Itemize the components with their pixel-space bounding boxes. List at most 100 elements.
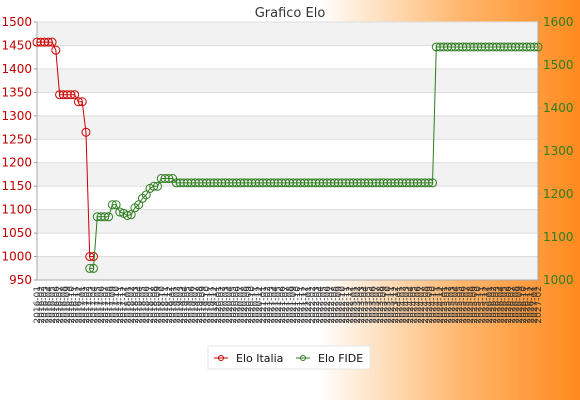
data-point bbox=[533, 42, 543, 52]
x-tick-label: 2017-05 bbox=[93, 286, 103, 324]
x-tick-label: 2018-03 bbox=[131, 286, 141, 324]
x-tick-label: 2024-09 bbox=[425, 286, 435, 324]
y-left-tick-label: 1150 bbox=[1, 179, 32, 193]
x-tick-label: 2020-04 bbox=[225, 286, 235, 324]
x-tick-label: 2016-09 bbox=[63, 286, 73, 324]
x-tick-label: 2025-09 bbox=[470, 286, 480, 324]
x-tick-label: 2026-10 bbox=[519, 286, 529, 324]
legend-marker bbox=[218, 355, 224, 361]
y-left-tick-label: 950 bbox=[9, 273, 32, 287]
data-point bbox=[100, 212, 110, 222]
y-right-tick-label: 1200 bbox=[543, 187, 574, 201]
y-left-tick-label: 1300 bbox=[1, 109, 32, 123]
x-tick-label: 2020-02 bbox=[218, 286, 228, 324]
x-tick-label: 2020-01 bbox=[214, 286, 224, 324]
x-tick-label: 2020-12 bbox=[255, 286, 265, 324]
x-tick-label: 2021-03 bbox=[267, 286, 277, 324]
x-tick-label: 2026-05 bbox=[500, 286, 510, 324]
x-tick-label: 2021-06 bbox=[278, 286, 288, 324]
y-right-tick-label: 1600 bbox=[543, 15, 574, 29]
x-tick-label: 2017-10 bbox=[112, 286, 122, 324]
data-point bbox=[81, 127, 91, 137]
x-tick-label: 2019-11 bbox=[206, 286, 216, 324]
y-right-tick-label: 1100 bbox=[543, 230, 574, 244]
x-tick-label: 2026-09 bbox=[515, 286, 525, 324]
x-tick-label: 2018-08 bbox=[150, 286, 160, 324]
plot-area bbox=[37, 22, 538, 280]
x-tick-label: 2020-08 bbox=[240, 286, 250, 324]
x-tick-label: 2018-09 bbox=[154, 286, 164, 324]
y-left-tick-label: 1100 bbox=[1, 203, 32, 217]
x-tick-label: 2022-12 bbox=[346, 286, 356, 324]
plot-band bbox=[37, 115, 538, 140]
x-tick-label: 2019-07 bbox=[191, 286, 201, 324]
x-tick-label: 2021-09 bbox=[289, 286, 299, 324]
x-tick-label: 2022-07 bbox=[327, 286, 337, 324]
y-axis-left: 950 1000 1050 1100 1150 1200 1250 1300 1350 1400 1… bbox=[1, 15, 538, 287]
x-tick-label: 2021-02 bbox=[263, 286, 273, 324]
data-point bbox=[126, 210, 136, 220]
x-tick-label: 2019-09 bbox=[199, 286, 209, 324]
x-tick-label: 2019-05 bbox=[184, 286, 194, 324]
legend: Elo Italia Elo FIDE bbox=[207, 345, 371, 370]
x-tick-label: 2020-07 bbox=[236, 286, 246, 324]
x-tick-label: 2024-02 bbox=[398, 286, 408, 324]
x-tick-label: 2019-03 bbox=[176, 286, 186, 324]
x-tick-label: 2024-03 bbox=[402, 286, 412, 324]
x-tick-label: 2017-11 bbox=[116, 286, 126, 324]
x-tick-label: 2018-04 bbox=[135, 286, 145, 324]
x-tick-label: 2019-02 bbox=[172, 286, 182, 324]
x-tick-label: 2023-03 bbox=[357, 286, 367, 324]
x-tick-label: 2026-07 bbox=[508, 286, 518, 324]
y-left-tick-label: 1450 bbox=[1, 38, 32, 52]
x-tick-label: 2021-10 bbox=[293, 286, 303, 324]
y-right-tick-label: 1500 bbox=[543, 58, 574, 72]
x-tick-label: 2016-06 bbox=[52, 286, 62, 324]
x-tick-label: 2022-06 bbox=[323, 286, 333, 324]
x-tick-label: 2018-11 bbox=[161, 286, 171, 324]
x-tick-label: 2019-04 bbox=[180, 286, 190, 324]
x-tick-label: 2022-08 bbox=[331, 286, 341, 324]
x-tick-label: 2023-05 bbox=[364, 286, 374, 324]
y-axis-right: 1000 1100 1200 1300 1400 1500 1600 bbox=[537, 15, 574, 287]
y-left-tick-label: 1350 bbox=[1, 85, 32, 99]
x-tick-label: 2025-11 bbox=[477, 286, 487, 324]
chart-title: Grafico Elo bbox=[255, 6, 326, 21]
series-layer bbox=[32, 37, 543, 273]
x-tick-label: 2025-04 bbox=[451, 286, 461, 324]
x-tick-label: 2023-12 bbox=[391, 286, 401, 324]
x-tick-label: 2016-07 bbox=[56, 286, 66, 324]
y-left-tick-label: 1000 bbox=[1, 250, 32, 264]
x-tick-label: 2023-08 bbox=[376, 286, 386, 324]
data-point bbox=[428, 178, 438, 188]
data-point bbox=[89, 263, 99, 273]
y-right-tick-label: 1300 bbox=[543, 144, 574, 158]
plot-band bbox=[37, 256, 538, 280]
x-tick-label: 2022-09 bbox=[334, 286, 344, 324]
x-tick-label: 2019-10 bbox=[203, 286, 213, 324]
x-tick-label: 2025-01 bbox=[440, 286, 450, 324]
x-tick-label: 2018-02 bbox=[127, 286, 137, 324]
series-line-elo-italia bbox=[37, 41, 94, 258]
x-tick-label: 2024-05 bbox=[410, 286, 420, 324]
plot-background bbox=[37, 22, 538, 280]
x-tick-label: 2022-03 bbox=[312, 286, 322, 324]
x-tick-label: 2017-02 bbox=[82, 286, 92, 324]
x-tick-label: 2018-07 bbox=[146, 286, 156, 324]
x-tick-label: 2019-01 bbox=[169, 286, 179, 324]
y-left-tick-label: 1400 bbox=[1, 62, 32, 76]
data-point bbox=[43, 37, 53, 47]
x-tick-label: 2016-08 bbox=[59, 286, 69, 324]
x-tick-label: 2022-04 bbox=[316, 286, 326, 324]
x-tick-label: 2026-01 bbox=[485, 286, 495, 324]
data-point bbox=[529, 42, 539, 52]
y-left-tick-label: 1500 bbox=[1, 15, 32, 29]
x-tick-label: 2016-04 bbox=[44, 286, 54, 324]
x-tick-label: 2025-08 bbox=[466, 286, 476, 324]
x-tick-label: 2021-05 bbox=[274, 286, 284, 324]
x-tick-label: 2021-12 bbox=[300, 286, 310, 324]
x-tick-label: 2017-03 bbox=[86, 286, 96, 324]
x-axis: 2016-012016-022016-032016-042016-052016-… bbox=[33, 286, 544, 324]
x-tick-label: 2026-06 bbox=[504, 286, 514, 324]
